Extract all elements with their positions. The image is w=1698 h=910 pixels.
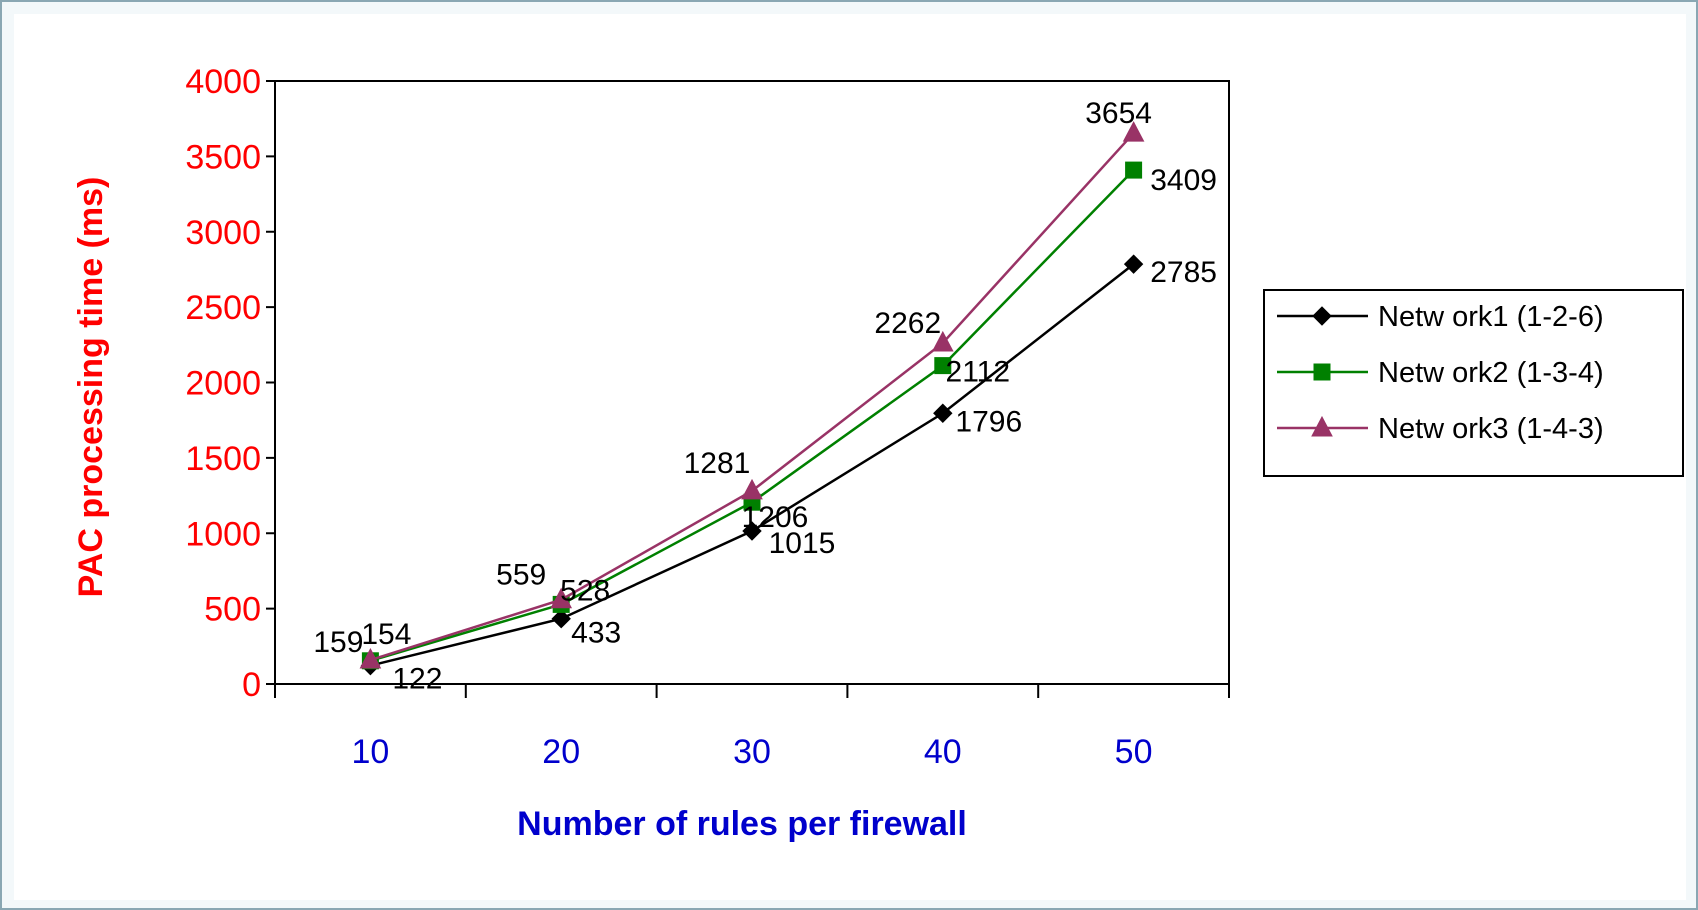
data-label: 528	[560, 574, 610, 607]
data-label: 1796	[955, 405, 1022, 438]
square-marker	[1313, 363, 1331, 381]
diamond-marker	[742, 521, 762, 541]
y-tick-label: 1500	[185, 440, 261, 478]
triangle-marker	[931, 330, 954, 352]
data-label: 2112	[946, 356, 1011, 389]
x-tick-label: 20	[542, 733, 580, 771]
x-tick-label: 50	[1115, 733, 1153, 771]
diamond-marker	[933, 403, 953, 423]
y-tick-label: 3000	[185, 214, 261, 252]
legend-label: Netw ork1 (1-2-6)	[1378, 301, 1604, 333]
y-tick-label: 4000	[185, 63, 261, 101]
legend: Netw ork1 (1-2-6) Netw ork2 (1-3-4) Netw o…	[1263, 289, 1684, 477]
y-tick-label: 1000	[185, 515, 261, 553]
data-label: 1281	[684, 447, 751, 480]
triangle-marker	[741, 478, 763, 500]
data-label: 122	[392, 663, 442, 696]
plot-area: 0 500 1000 1500 2000 2500 3000 3500 4000 10 20 30 40…	[185, 63, 1230, 771]
legend-label: Netw ork3 (1-4-3)	[1378, 413, 1604, 445]
data-label: 3654	[1085, 97, 1152, 130]
x-tick-label: 10	[351, 733, 389, 771]
data-label: 1206	[742, 501, 809, 534]
triangle-marker	[359, 647, 382, 669]
data-label: 3409	[1150, 164, 1217, 197]
data-labels: 122 433 1015 1796 2785 154 528 1206 2112 3409 159 5…	[313, 97, 1217, 695]
y-tick-label: 2500	[185, 289, 261, 327]
y-tick-label: 0	[242, 666, 261, 704]
data-label: 559	[496, 559, 546, 592]
legend-box	[1263, 289, 1684, 477]
diamond-marker	[1312, 306, 1332, 326]
triangle-marker	[550, 587, 573, 609]
triangle-marker	[1122, 121, 1145, 142]
data-label: 433	[571, 617, 621, 650]
data-label: 159	[313, 626, 363, 659]
square-marker	[1125, 161, 1143, 179]
data-label: 2785	[1150, 256, 1217, 289]
y-tick-label: 500	[204, 591, 261, 629]
legend-label: Netw ork2 (1-3-4)	[1378, 357, 1604, 389]
diamond-marker	[551, 609, 571, 629]
y-tick-label: 3500	[185, 138, 261, 176]
data-label: 2262	[874, 307, 941, 340]
y-axis-title: PAC processing time (ms)	[72, 177, 110, 598]
triangle-marker	[1311, 415, 1333, 437]
square-marker	[934, 357, 952, 375]
data-label: 154	[361, 618, 411, 651]
x-tick-label: 30	[733, 733, 771, 771]
x-tick-label: 40	[924, 733, 962, 771]
plot-border	[274, 80, 1230, 685]
diamond-marker	[1123, 254, 1144, 274]
x-axis-title: Number of rules per firewall	[517, 805, 967, 843]
data-label: 1015	[769, 527, 836, 560]
y-tick-label: 2000	[185, 365, 261, 403]
